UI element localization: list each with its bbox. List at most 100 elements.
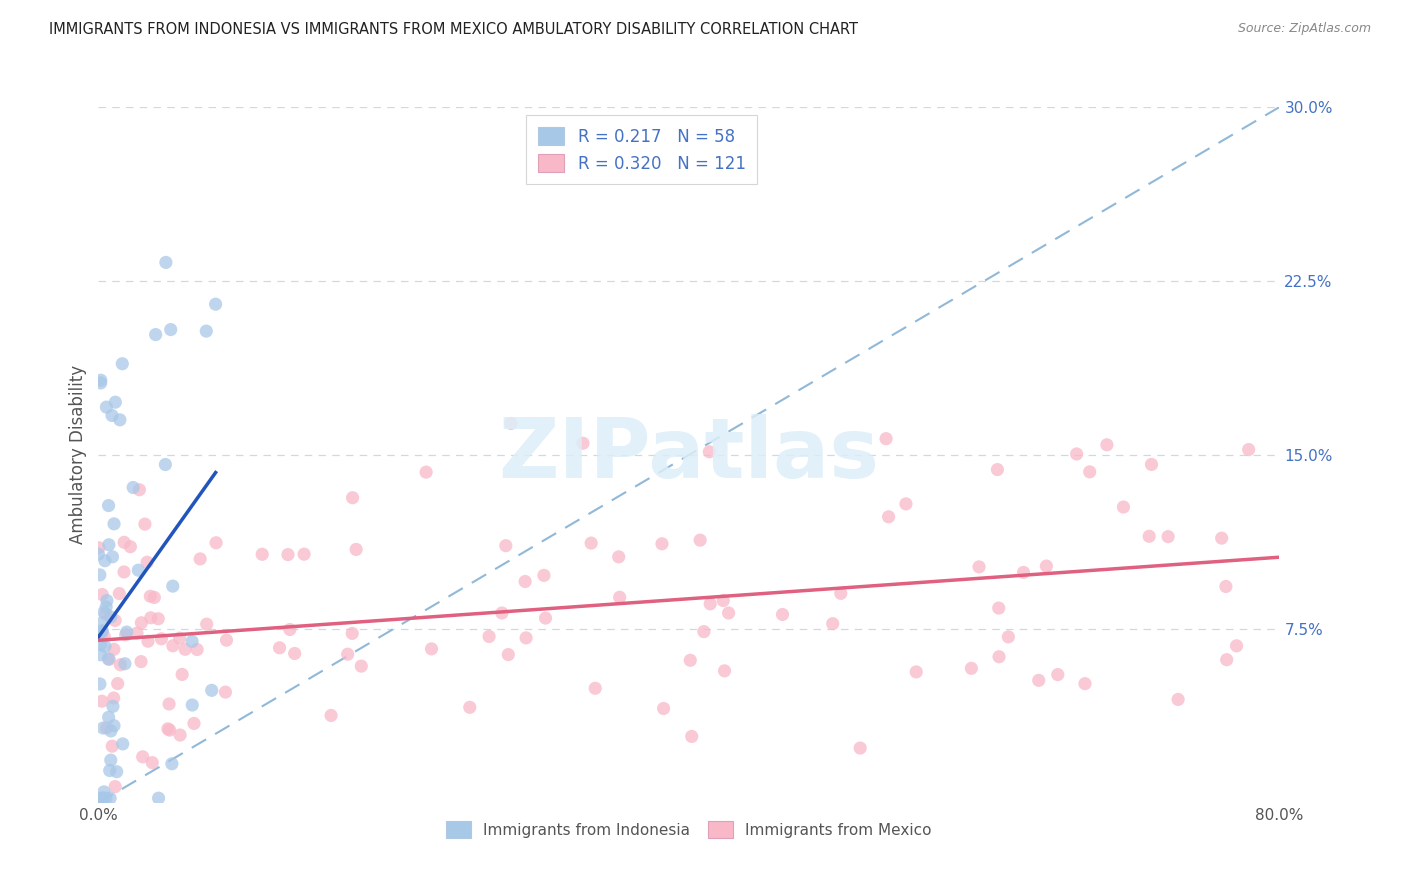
Point bbox=[98, 652, 121, 666]
Point bbox=[342, 491, 364, 505]
Point bbox=[115, 625, 138, 640]
Point bbox=[699, 444, 721, 458]
Point bbox=[997, 630, 1019, 644]
Point bbox=[96, 599, 118, 614]
Point bbox=[988, 649, 1011, 664]
Point bbox=[894, 497, 917, 511]
Point bbox=[96, 400, 118, 414]
Point bbox=[201, 683, 224, 698]
Point bbox=[91, 615, 114, 630]
Point bbox=[960, 661, 983, 675]
Point bbox=[98, 764, 121, 778]
Point bbox=[139, 611, 162, 625]
Point bbox=[91, 694, 114, 708]
Point bbox=[277, 548, 299, 562]
Point bbox=[1225, 639, 1247, 653]
Point bbox=[162, 579, 184, 593]
Point bbox=[139, 589, 162, 603]
Point bbox=[94, 554, 117, 568]
Point bbox=[772, 607, 794, 622]
Point bbox=[110, 657, 132, 672]
Point bbox=[830, 586, 852, 600]
Point bbox=[148, 791, 170, 805]
Point bbox=[181, 698, 204, 712]
Point bbox=[156, 722, 179, 736]
Point bbox=[111, 357, 134, 371]
Point bbox=[104, 395, 127, 409]
Point bbox=[689, 533, 711, 548]
Text: Source: ZipAtlas.com: Source: ZipAtlas.com bbox=[1237, 22, 1371, 36]
Point bbox=[905, 665, 928, 679]
Point bbox=[572, 436, 595, 450]
Point bbox=[169, 728, 191, 742]
Point bbox=[215, 633, 238, 648]
Point bbox=[458, 700, 481, 714]
Point bbox=[125, 626, 148, 640]
Point bbox=[181, 634, 204, 648]
Point bbox=[491, 606, 513, 620]
Point bbox=[107, 676, 129, 690]
Point bbox=[188, 552, 211, 566]
Point bbox=[114, 657, 136, 671]
Point bbox=[96, 593, 118, 607]
Point bbox=[214, 685, 236, 699]
Point bbox=[1157, 530, 1180, 544]
Point bbox=[112, 535, 135, 549]
Point bbox=[1215, 653, 1237, 667]
Point bbox=[89, 567, 111, 582]
Point bbox=[1237, 442, 1260, 457]
Point bbox=[987, 601, 1010, 615]
Point bbox=[183, 716, 205, 731]
Point bbox=[159, 723, 181, 737]
Point bbox=[1035, 559, 1057, 574]
Point bbox=[713, 664, 735, 678]
Point bbox=[89, 677, 111, 691]
Point bbox=[134, 517, 156, 532]
Point bbox=[104, 614, 127, 628]
Point bbox=[319, 708, 342, 723]
Point bbox=[98, 791, 121, 805]
Point bbox=[967, 560, 990, 574]
Point bbox=[108, 586, 131, 600]
Point bbox=[350, 659, 373, 673]
Point bbox=[292, 547, 315, 561]
Point bbox=[131, 615, 153, 630]
Point bbox=[515, 631, 537, 645]
Point bbox=[91, 791, 114, 805]
Point bbox=[420, 641, 443, 656]
Point bbox=[699, 597, 721, 611]
Point bbox=[415, 465, 437, 479]
Point bbox=[103, 642, 125, 657]
Point bbox=[114, 628, 136, 642]
Point bbox=[91, 624, 114, 638]
Y-axis label: Ambulatory Disability: Ambulatory Disability bbox=[69, 366, 87, 544]
Text: IMMIGRANTS FROM INDONESIA VS IMMIGRANTS FROM MEXICO AMBULATORY DISABILITY CORREL: IMMIGRANTS FROM INDONESIA VS IMMIGRANTS … bbox=[49, 22, 858, 37]
Point bbox=[849, 741, 872, 756]
Point bbox=[1028, 673, 1050, 688]
Point bbox=[112, 565, 135, 579]
Point bbox=[609, 591, 631, 605]
Point bbox=[1215, 580, 1237, 594]
Point bbox=[1211, 531, 1233, 545]
Point bbox=[96, 721, 118, 735]
Point bbox=[336, 647, 359, 661]
Point bbox=[681, 730, 703, 744]
Point bbox=[534, 611, 557, 625]
Point bbox=[579, 536, 602, 550]
Point bbox=[93, 785, 115, 799]
Point bbox=[90, 629, 112, 643]
Point bbox=[693, 624, 716, 639]
Point bbox=[141, 756, 163, 770]
Point bbox=[269, 640, 291, 655]
Point bbox=[94, 607, 117, 621]
Point bbox=[91, 791, 114, 805]
Point bbox=[131, 749, 153, 764]
Legend: Immigrants from Indonesia, Immigrants from Mexico: Immigrants from Indonesia, Immigrants fr… bbox=[440, 815, 938, 844]
Point bbox=[101, 699, 124, 714]
Point bbox=[344, 542, 367, 557]
Point bbox=[97, 538, 120, 552]
Point bbox=[499, 417, 522, 431]
Point bbox=[204, 297, 226, 311]
Point bbox=[1074, 676, 1097, 690]
Point bbox=[162, 639, 184, 653]
